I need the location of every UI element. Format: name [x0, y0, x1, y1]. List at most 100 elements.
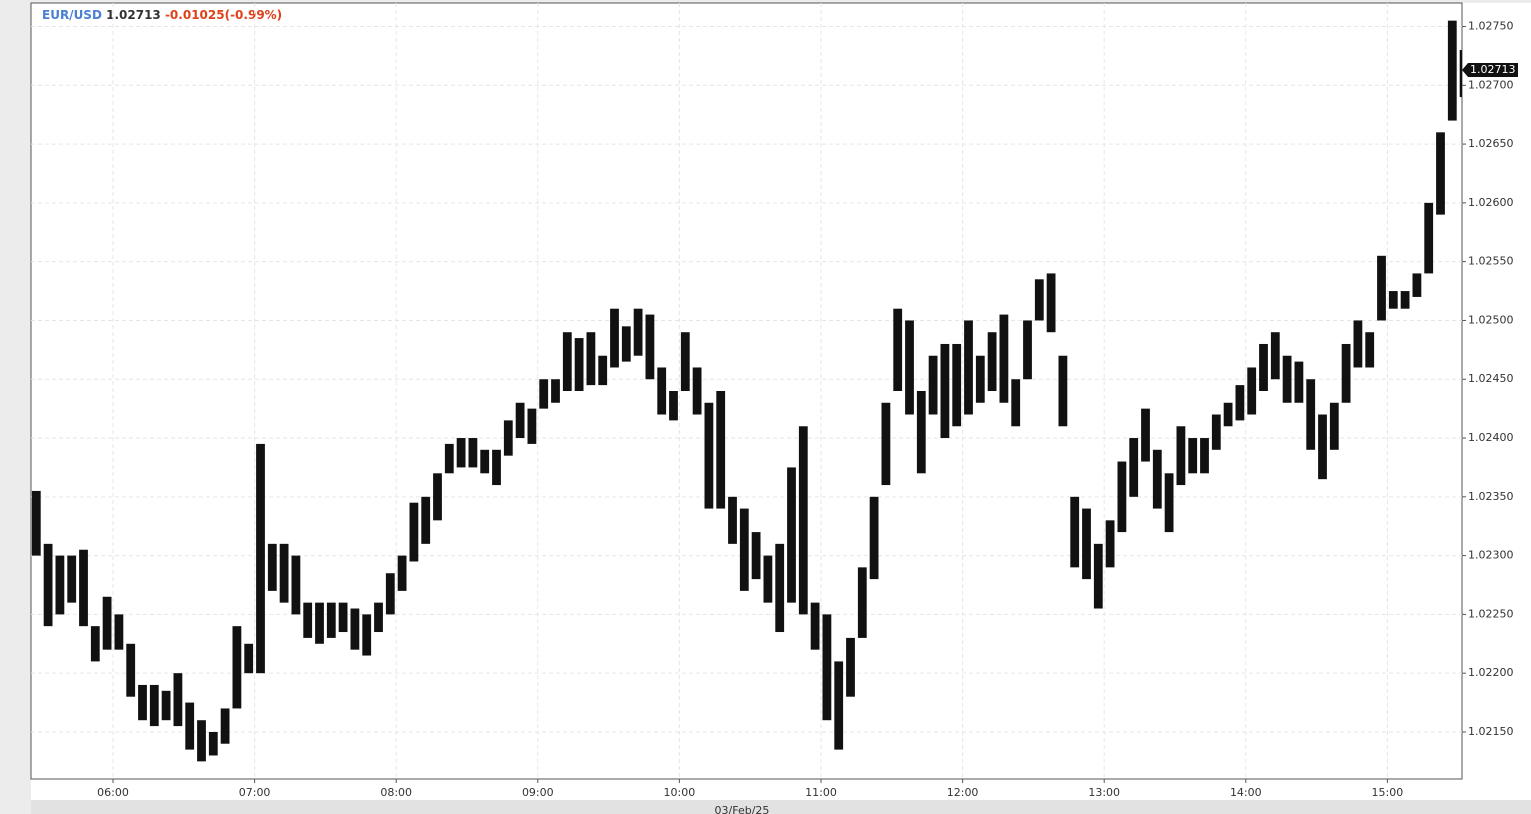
x-tick-label: 09:00 [522, 786, 554, 799]
price-bar [67, 555, 77, 603]
price-bar [1341, 343, 1351, 403]
price-bar [822, 614, 832, 721]
price-bar [362, 614, 372, 656]
price-bar [940, 343, 950, 439]
price-bar [31, 490, 41, 556]
price-bar [338, 602, 348, 633]
price-bar [1093, 543, 1103, 609]
price-bar [1412, 273, 1422, 297]
price-bar [1211, 414, 1221, 450]
price-bar [149, 684, 159, 727]
price-bar [621, 326, 631, 362]
price-bar [1200, 438, 1209, 474]
price-bar [79, 549, 88, 627]
price-bar [397, 555, 407, 591]
last-price: 1.02713 [106, 8, 161, 22]
price-bar [975, 355, 985, 403]
price-bar [704, 402, 714, 509]
x-tick-label: 14:00 [1230, 786, 1262, 799]
price-bar [728, 496, 737, 544]
price-bar [385, 573, 395, 615]
date-label: 03/Feb/25 [715, 804, 770, 814]
last-price-tag [1462, 63, 1518, 78]
y-tick-label: 1.02550 [1468, 255, 1514, 268]
price-bar [1436, 132, 1445, 215]
price-bar [1223, 402, 1233, 427]
price-bar [763, 555, 773, 603]
x-tick-label: 06:00 [97, 786, 129, 799]
price-bar [1129, 438, 1139, 497]
price-bar [1235, 385, 1245, 421]
price-bar [480, 449, 490, 474]
price-bar [798, 426, 808, 615]
price-bar [810, 602, 820, 650]
price-bar [1270, 332, 1280, 380]
y-tick-label: 1.02400 [1468, 431, 1514, 444]
x-tick-label: 13:00 [1088, 786, 1120, 799]
price-bar [1188, 438, 1198, 474]
price-bar [1318, 414, 1327, 480]
price-bar [893, 308, 903, 391]
price-bar [657, 367, 667, 415]
price-bar [1046, 273, 1056, 333]
price-bar [857, 567, 867, 638]
price-bar [1070, 496, 1080, 568]
price-bar [1105, 520, 1115, 568]
price-bar [456, 438, 466, 468]
y-tick-label: 1.02250 [1468, 607, 1514, 620]
price-bar [1353, 320, 1363, 368]
price-bar [374, 602, 383, 633]
price-bar [244, 643, 254, 674]
price-bar [232, 626, 242, 709]
price-bar [928, 355, 938, 415]
change: -0.01025(-0.99%) [165, 8, 282, 22]
price-bar [1282, 355, 1292, 403]
price-bar [1152, 449, 1162, 509]
price-bar [1259, 343, 1268, 391]
price-bar [1247, 367, 1257, 415]
last-price-label: 1.02713 [1470, 63, 1516, 76]
y-tick-label: 1.02700 [1468, 78, 1514, 91]
price-bar [775, 543, 785, 633]
price-bar [905, 320, 914, 415]
price-bar [433, 473, 442, 521]
y-tick-label: 1.02500 [1468, 313, 1514, 326]
plot [31, 3, 1462, 779]
price-bar [1141, 408, 1150, 462]
x-tick-label: 10:00 [664, 786, 696, 799]
price-bar [90, 626, 100, 662]
price-bar [1377, 255, 1386, 321]
price-bar [138, 684, 147, 721]
price-bar [421, 496, 431, 544]
price-bar [468, 438, 478, 468]
price-bar [869, 496, 879, 580]
price-bar [444, 443, 454, 474]
price-bar [527, 408, 537, 444]
price-bar [1117, 461, 1127, 533]
price-bar [1424, 202, 1434, 274]
x-tick-label: 07:00 [239, 786, 271, 799]
price-bar [503, 420, 513, 456]
price-bar [539, 379, 549, 409]
price-bar [1329, 402, 1339, 450]
price-bar [1034, 279, 1044, 321]
price-bar [598, 355, 608, 386]
price-bar [492, 449, 501, 486]
price-bar [846, 637, 855, 697]
price-bar [126, 643, 136, 697]
price-bar [964, 320, 973, 415]
price-bar [716, 391, 726, 509]
x-tick-label: 12:00 [947, 786, 979, 799]
price-bar [315, 602, 324, 644]
price-bar [1400, 291, 1410, 309]
price-bar [515, 402, 525, 439]
price-bar [291, 555, 301, 615]
price-bar [326, 602, 336, 638]
price-bar [208, 731, 218, 756]
price-bar [633, 308, 643, 356]
price-bar [834, 661, 844, 750]
price-bar [279, 543, 289, 603]
price-bar [787, 467, 796, 603]
price-bar [881, 402, 891, 486]
